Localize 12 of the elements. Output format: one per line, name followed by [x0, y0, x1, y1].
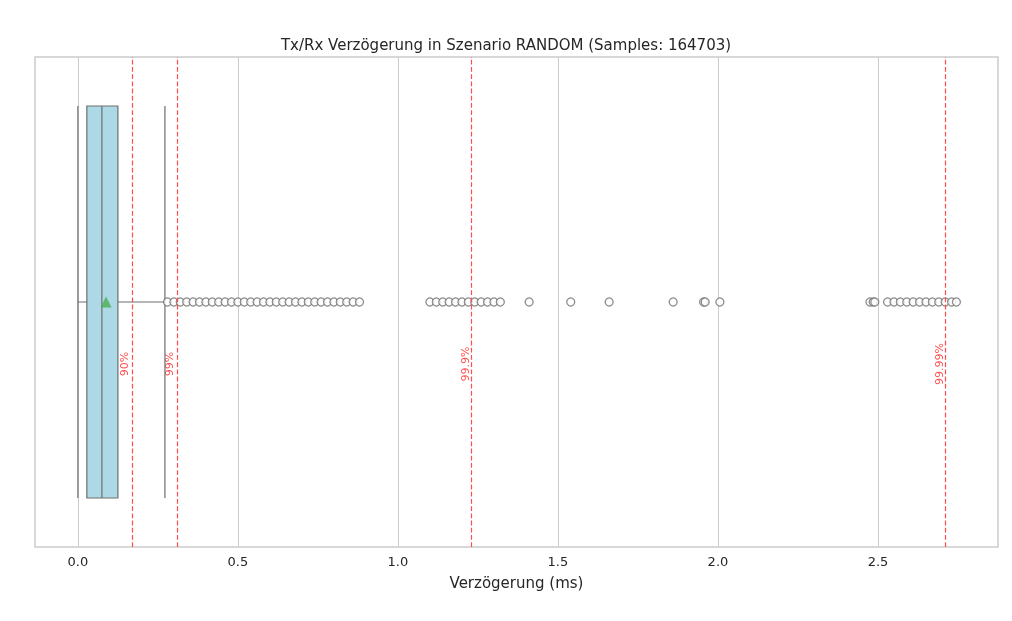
annotation: 99%: [162, 351, 176, 377]
annotation: 99.99%: [932, 343, 946, 385]
x-tick-label: 2.0: [707, 554, 729, 569]
x-tick-label: 0.0: [67, 554, 89, 569]
x-axis-title: Verzögerung (ms): [449, 573, 584, 592]
chart-title: Tx/Rx Verzögerung in Szenario RANDOM (Samples: 164703): [279, 35, 732, 54]
annotation: 90%: [118, 351, 132, 377]
x-tick-label: 2.5: [867, 554, 889, 569]
annotation: 99.9%: [458, 346, 472, 382]
x-tick-label: 1.5: [547, 554, 569, 569]
x-tick-label: 1.0: [387, 554, 409, 569]
x-tick-label: 0.5: [227, 554, 249, 569]
